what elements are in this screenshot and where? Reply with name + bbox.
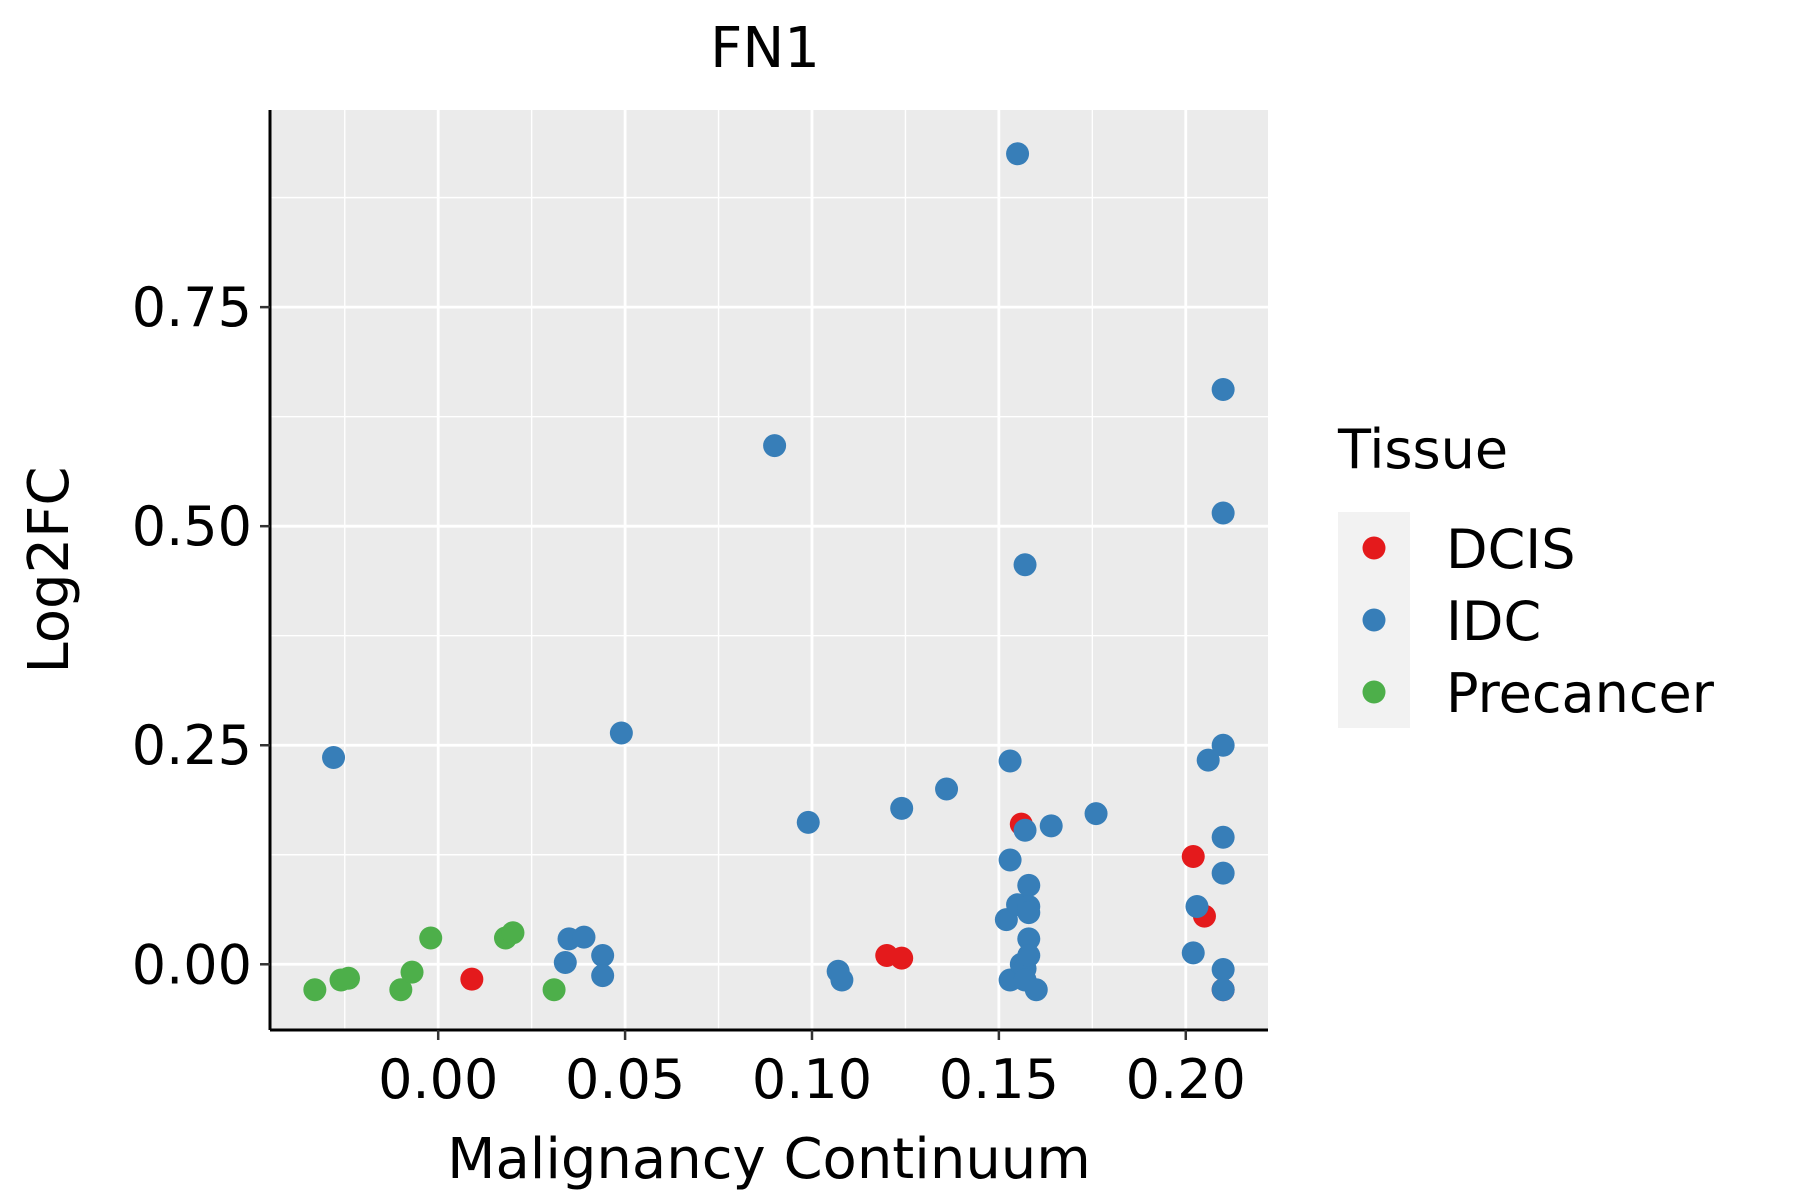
data-point-idc (1196, 748, 1220, 772)
data-point-precancer (419, 926, 443, 950)
data-point-dcis (890, 946, 914, 970)
data-point-idc (322, 746, 346, 770)
data-point-idc (998, 749, 1022, 773)
legend-label-precancer: Precancer (1446, 662, 1715, 725)
legend-title: Tissue (1337, 418, 1508, 481)
data-point-idc (1017, 873, 1041, 897)
legend: Tissue DCIS IDC Precancer (1337, 418, 1715, 728)
data-point-idc (998, 848, 1022, 872)
data-point-idc (830, 968, 854, 992)
legend-key-idc (1362, 608, 1386, 632)
data-point-idc (1024, 978, 1048, 1002)
minor-gridlines (270, 110, 1268, 1030)
data-point-idc (609, 721, 633, 745)
y-tick-label: 0.00 (132, 933, 252, 996)
data-point-idc (1211, 733, 1235, 757)
data-point-idc (1013, 553, 1037, 577)
legend-key-precancer (1362, 680, 1386, 704)
data-point-idc (1181, 941, 1205, 965)
data-point-precancer (336, 966, 360, 990)
data-point-idc (1039, 814, 1063, 838)
y-tick-label: 0.75 (132, 276, 252, 339)
data-point-idc (1006, 142, 1030, 166)
data-point-idc (1084, 802, 1108, 826)
legend-key-dcis (1362, 536, 1386, 560)
major-gridlines (270, 110, 1268, 1030)
chart-title: FN1 (710, 16, 820, 81)
data-point-idc (890, 796, 914, 820)
x-tick-label: 0.00 (378, 1048, 498, 1111)
data-point-idc (553, 951, 577, 975)
data-point-precancer (400, 960, 424, 984)
data-point-precancer (389, 978, 413, 1002)
data-point-idc (1017, 927, 1041, 951)
data-point-idc (935, 777, 959, 801)
y-tick-label: 0.25 (132, 714, 252, 777)
plot-panel (270, 110, 1268, 1030)
data-point-precancer (501, 921, 525, 945)
y-axis-title: Log2FC (17, 467, 82, 674)
legend-label-idc: IDC (1446, 590, 1541, 653)
data-point-idc (1017, 944, 1041, 968)
data-point-idc (591, 964, 615, 988)
data-point-idc (591, 944, 615, 968)
data-point-idc (1185, 894, 1209, 918)
data-point-idc (1211, 978, 1235, 1002)
x-axis-title: Malignancy Continuum (447, 1127, 1091, 1192)
x-tick-label: 0.05 (565, 1048, 685, 1111)
data-point-precancer (303, 978, 327, 1002)
data-point-precancer (542, 978, 566, 1002)
legend-label-dcis: DCIS (1446, 518, 1576, 581)
data-point-idc (1017, 901, 1041, 925)
legend-keys: DCIS IDC Precancer (1338, 512, 1715, 728)
data-point-idc (1211, 825, 1235, 849)
data-point-idc (1211, 378, 1235, 402)
data-point-dcis (1181, 845, 1205, 869)
x-tick-label: 0.20 (1126, 1048, 1246, 1111)
data-point-dcis (460, 967, 484, 991)
x-axis-ticks: 0.00 0.05 0.10 0.15 0.20 (378, 1030, 1246, 1111)
data-point-idc (1013, 818, 1037, 842)
y-tick-label: 0.50 (132, 495, 252, 558)
y-axis-ticks: 0.00 0.25 0.50 0.75 (132, 276, 270, 996)
x-tick-label: 0.10 (752, 1048, 872, 1111)
x-tick-label: 0.15 (939, 1048, 1059, 1111)
data-point-idc (763, 434, 787, 458)
data-point-idc (1211, 861, 1235, 885)
data-points (303, 142, 1235, 1002)
data-point-idc (1211, 501, 1235, 525)
data-point-idc (796, 810, 820, 834)
data-point-idc (572, 925, 596, 949)
data-point-idc (1211, 958, 1235, 982)
